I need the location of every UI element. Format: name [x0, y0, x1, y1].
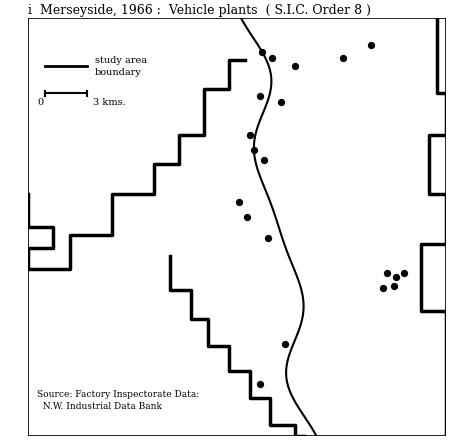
Point [260, 157, 268, 164]
Point [400, 269, 408, 276]
Point [383, 269, 391, 276]
Point [256, 92, 264, 99]
Point [250, 147, 257, 154]
Point [246, 132, 253, 139]
Point [281, 341, 289, 348]
Point [292, 63, 299, 70]
Point [269, 55, 276, 62]
Point [256, 380, 264, 387]
Point [277, 98, 284, 105]
Text: Source: Factory Inspectorate Data:
  N.W. Industrial Data Bank: Source: Factory Inspectorate Data: N.W. … [36, 390, 199, 411]
Point [264, 234, 272, 241]
Text: 3 kms.: 3 kms. [93, 98, 126, 106]
Text: i  Merseyside, 1966 :  Vehicle plants  ( S.I.C. Order 8 ): i Merseyside, 1966 : Vehicle plants ( S.… [28, 4, 371, 17]
Point [367, 42, 374, 49]
Point [392, 274, 400, 281]
Point [244, 213, 251, 220]
Point [258, 48, 266, 55]
Text: 0: 0 [38, 98, 44, 106]
Point [390, 282, 397, 289]
Point [340, 55, 347, 62]
Point [379, 284, 387, 291]
Text: study area
boundary: study area boundary [95, 56, 147, 77]
Point [235, 198, 243, 205]
